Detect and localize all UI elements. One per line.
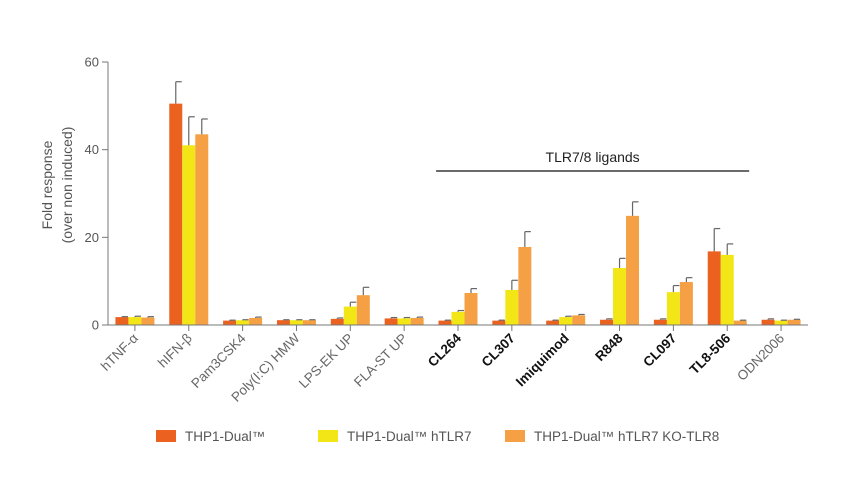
bar — [666, 292, 680, 325]
bar — [787, 319, 801, 325]
bar — [600, 319, 614, 325]
bar — [410, 317, 424, 325]
group-annotation: TLR7/8 ligands — [436, 149, 750, 172]
bar — [451, 311, 465, 325]
x-tick-label: CL097 — [640, 331, 679, 370]
legend-swatch — [318, 430, 338, 442]
y-tick-label: 60 — [85, 55, 99, 70]
bar — [249, 317, 263, 325]
bar — [182, 145, 196, 325]
bar — [613, 268, 627, 325]
bar — [438, 320, 452, 325]
y-axis-title-line2: (over non induced) — [59, 127, 75, 244]
bar — [492, 320, 506, 325]
bar — [289, 320, 303, 325]
bar — [761, 319, 775, 325]
bar — [384, 318, 398, 325]
bar — [397, 318, 411, 325]
legend: THP1-Dual™ THP1-Dual™ hTLR7 THP1-Dual™ hTL… — [156, 429, 719, 444]
group-annotation-label: TLR7/8 ligands — [546, 149, 640, 165]
legend-swatch — [505, 430, 525, 442]
bar — [115, 317, 129, 325]
bar — [653, 319, 667, 325]
bar — [733, 320, 747, 325]
x-tick-label: CL264 — [425, 330, 465, 370]
x-tick-label: ODN2006 — [734, 331, 787, 384]
bar — [720, 254, 734, 325]
y-tick-label: 40 — [85, 142, 99, 157]
x-tick-label: TL8-506 — [687, 330, 734, 377]
x-tick-label: R848 — [592, 330, 626, 364]
x-tick-label: hTNF-α — [98, 330, 141, 373]
x-tick-label: LPS-EK UP — [296, 331, 356, 391]
bar — [302, 320, 316, 325]
bar — [236, 320, 250, 325]
bar — [464, 293, 478, 325]
y-tick-label: 0 — [92, 318, 99, 333]
bar — [572, 315, 586, 325]
bars-layer — [115, 81, 801, 326]
bar — [223, 320, 237, 325]
y-axis-title-line1: Fold response — [39, 140, 55, 229]
bar — [707, 251, 721, 325]
x-tick-label: FLA-ST UP — [351, 331, 410, 390]
bar — [276, 320, 290, 325]
y-tick-label: 20 — [85, 230, 99, 245]
bar — [128, 317, 142, 325]
legend-label: THP1-Dual™ hTLR7 KO-TLR8 — [534, 429, 719, 444]
bar — [505, 289, 519, 325]
bar — [518, 246, 532, 325]
x-tick-label: CL307 — [479, 331, 518, 370]
y-axis: 0 20 40 60 — [85, 55, 109, 333]
bar — [343, 306, 357, 325]
x-tick-label: hIFN-β — [155, 330, 195, 370]
legend-swatch — [156, 430, 176, 442]
bar — [356, 295, 370, 325]
legend-label: THP1-Dual™ — [185, 429, 265, 444]
bar — [546, 320, 560, 325]
bar — [774, 320, 788, 325]
bar — [141, 317, 155, 325]
bar — [626, 215, 640, 325]
bar — [330, 318, 344, 325]
x-tick-label: Imiquimod — [513, 331, 572, 390]
bar — [169, 103, 183, 326]
bar — [679, 282, 693, 325]
bar — [559, 317, 573, 325]
bar — [195, 134, 209, 325]
legend-label: THP1-Dual™ hTLR7 — [347, 429, 472, 444]
